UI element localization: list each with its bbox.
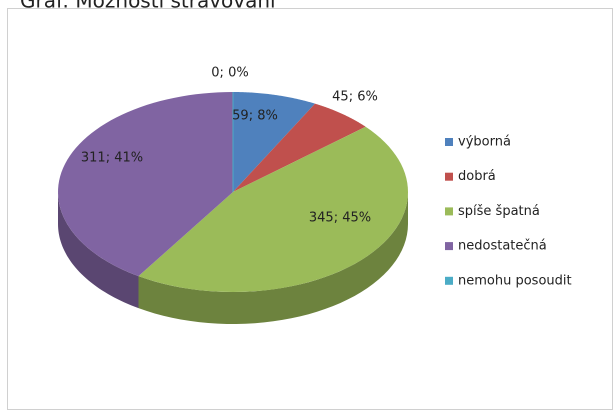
legend-swatch (445, 172, 453, 181)
legend-swatch (445, 138, 453, 146)
slice (233, 103, 366, 192)
data-label: 45; 6% (332, 90, 378, 105)
chart-title: Graf: Možnosti stravování (20, 0, 277, 13)
data-label: 311; 41% (81, 151, 143, 166)
slice (233, 92, 316, 192)
legend-swatch (445, 276, 453, 285)
data-label: 345; 45% (309, 211, 371, 226)
legend-label: spíše špatná (458, 204, 540, 219)
legend-label: výborná (458, 135, 511, 150)
data-label: 0; 0% (211, 66, 248, 81)
legend-swatch (445, 207, 453, 216)
legend-label: nedostatečná (458, 239, 547, 254)
slice (58, 92, 234, 277)
slice-side (58, 192, 139, 309)
legend-label: dobrá (458, 169, 496, 184)
data-label: 59; 8% (232, 109, 278, 124)
legend-swatch (445, 242, 453, 251)
slice (138, 126, 408, 292)
slice-side (138, 192, 408, 324)
legend-label: nemohu posoudit (458, 273, 572, 288)
